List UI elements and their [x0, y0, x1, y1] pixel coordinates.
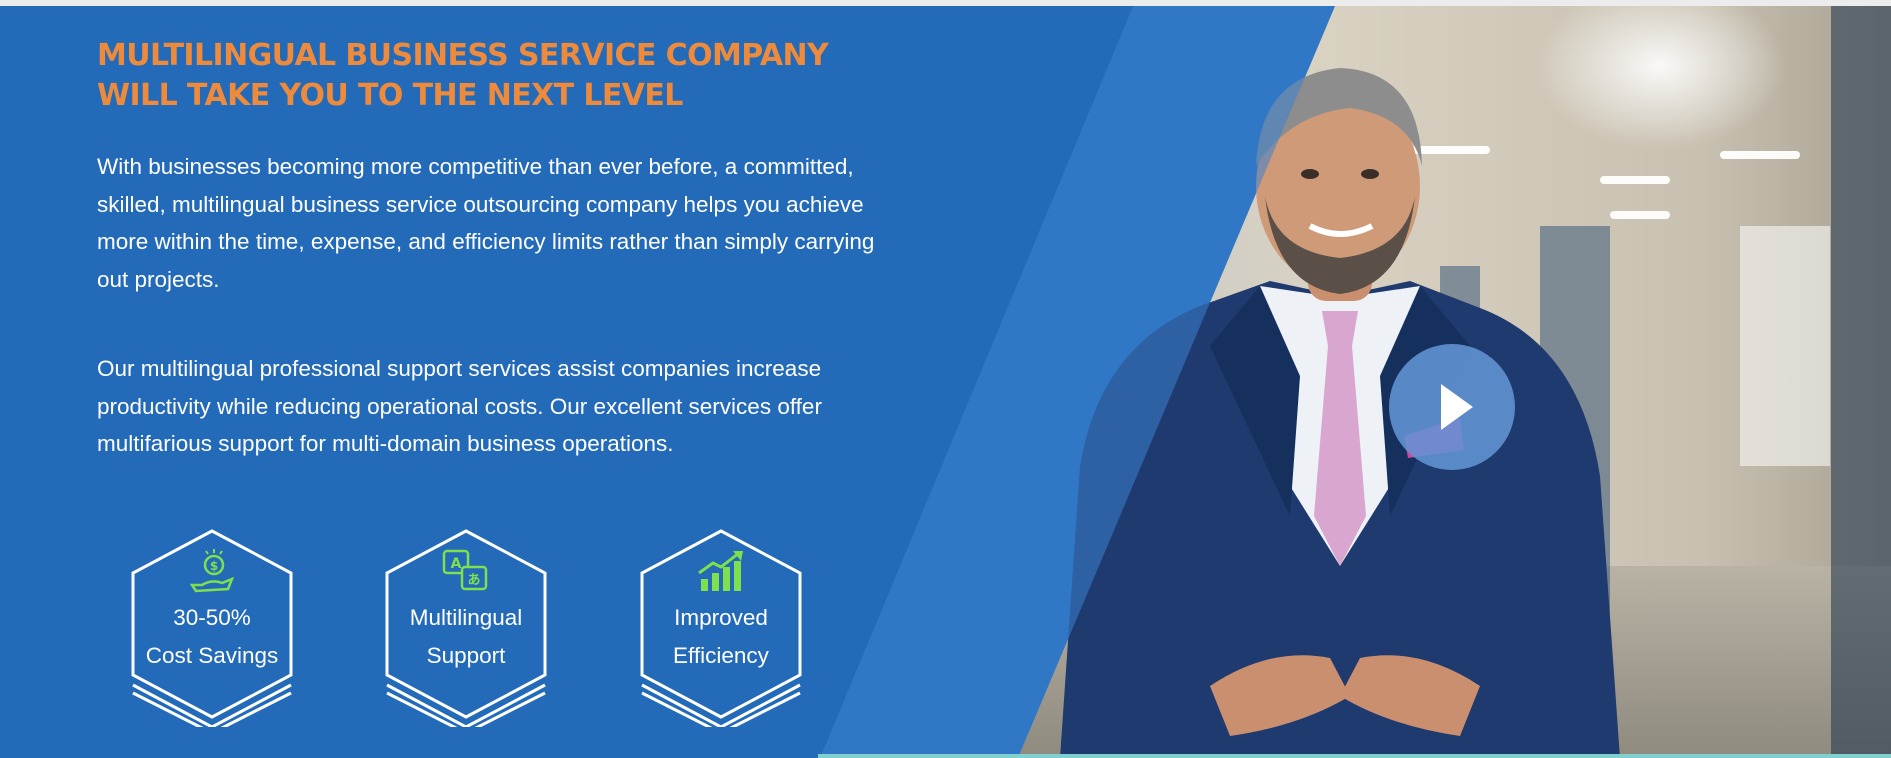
svg-text:$: $ — [210, 559, 218, 573]
feature-line-2: Cost Savings — [145, 642, 279, 668]
feature-improved-efficiency: Improved Efficiency — [636, 527, 806, 727]
feature-line-2: Support — [426, 642, 506, 668]
bottom-accent-strip — [818, 754, 1891, 758]
svg-text:A: A — [451, 556, 462, 572]
feature-line-2: Efficiency — [673, 642, 769, 668]
services-paragraph: Our multilingual professional support se… — [97, 356, 822, 456]
money-hand-icon: $ — [189, 549, 235, 593]
feature-multilingual-support: A あ Multilingual Support — [381, 527, 551, 727]
hero-section: MULTILINGUAL BUSINESS SERVICE COMPANY WI… — [0, 6, 1891, 758]
top-border — [0, 0, 1891, 6]
growth-chart-icon — [698, 551, 743, 591]
play-video-button[interactable] — [1389, 344, 1515, 470]
section-headline: MULTILINGUAL BUSINESS SERVICE COMPANY WI… — [97, 38, 829, 113]
feature-cost-savings: $ 30-50% Cost Savings — [127, 527, 297, 727]
feature-line-1: Improved — [674, 605, 768, 630]
feature-line-1: 30-50% — [173, 605, 251, 630]
intro-paragraph: With businesses becoming more competitiv… — [97, 154, 875, 292]
play-icon — [1441, 384, 1473, 430]
hexagon-frame — [131, 529, 293, 727]
svg-text:あ: あ — [467, 573, 480, 588]
hexagon-frame — [385, 529, 547, 727]
translate-icon: A あ — [442, 549, 488, 591]
feature-line-1: Multilingual — [409, 605, 523, 630]
hexagon-frame — [640, 529, 802, 727]
